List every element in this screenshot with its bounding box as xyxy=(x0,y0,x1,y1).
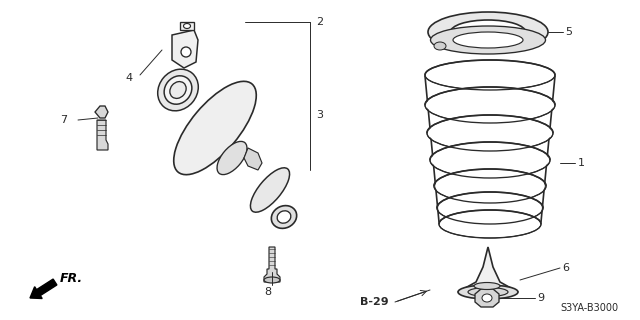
Ellipse shape xyxy=(426,61,554,89)
Ellipse shape xyxy=(157,69,198,111)
Ellipse shape xyxy=(217,141,247,175)
Ellipse shape xyxy=(271,206,297,228)
Ellipse shape xyxy=(438,193,542,223)
Polygon shape xyxy=(95,106,108,118)
Ellipse shape xyxy=(431,26,545,54)
Text: 1: 1 xyxy=(578,158,585,168)
Ellipse shape xyxy=(474,283,500,290)
Text: 5: 5 xyxy=(565,27,572,37)
Ellipse shape xyxy=(482,294,492,302)
Text: 6: 6 xyxy=(562,263,569,273)
Polygon shape xyxy=(180,22,194,30)
Ellipse shape xyxy=(434,42,446,50)
Ellipse shape xyxy=(458,285,518,299)
Polygon shape xyxy=(458,247,518,292)
Text: 8: 8 xyxy=(264,287,271,297)
Ellipse shape xyxy=(250,168,289,212)
Polygon shape xyxy=(475,289,499,307)
Ellipse shape xyxy=(173,81,256,175)
Ellipse shape xyxy=(181,47,191,57)
Ellipse shape xyxy=(440,211,540,237)
Text: B-29: B-29 xyxy=(360,297,388,307)
Ellipse shape xyxy=(264,277,280,283)
Text: S3YA-B3000: S3YA-B3000 xyxy=(560,303,618,313)
Ellipse shape xyxy=(170,82,186,99)
FancyArrow shape xyxy=(30,279,57,299)
Polygon shape xyxy=(97,120,108,150)
Text: 7: 7 xyxy=(60,115,67,125)
Ellipse shape xyxy=(184,23,191,28)
Polygon shape xyxy=(172,30,198,68)
Ellipse shape xyxy=(428,116,552,150)
Ellipse shape xyxy=(426,88,554,122)
Ellipse shape xyxy=(451,20,525,44)
Polygon shape xyxy=(264,247,280,282)
Text: 9: 9 xyxy=(537,293,544,303)
Text: FR.: FR. xyxy=(60,271,83,284)
Ellipse shape xyxy=(428,12,548,52)
Ellipse shape xyxy=(435,170,545,202)
Text: 2: 2 xyxy=(316,17,323,27)
Text: 4: 4 xyxy=(125,73,132,83)
Ellipse shape xyxy=(164,76,192,104)
Ellipse shape xyxy=(431,143,548,177)
Ellipse shape xyxy=(468,287,508,297)
Text: 3: 3 xyxy=(316,110,323,120)
Ellipse shape xyxy=(453,32,523,48)
Polygon shape xyxy=(244,148,262,170)
Ellipse shape xyxy=(277,211,291,223)
